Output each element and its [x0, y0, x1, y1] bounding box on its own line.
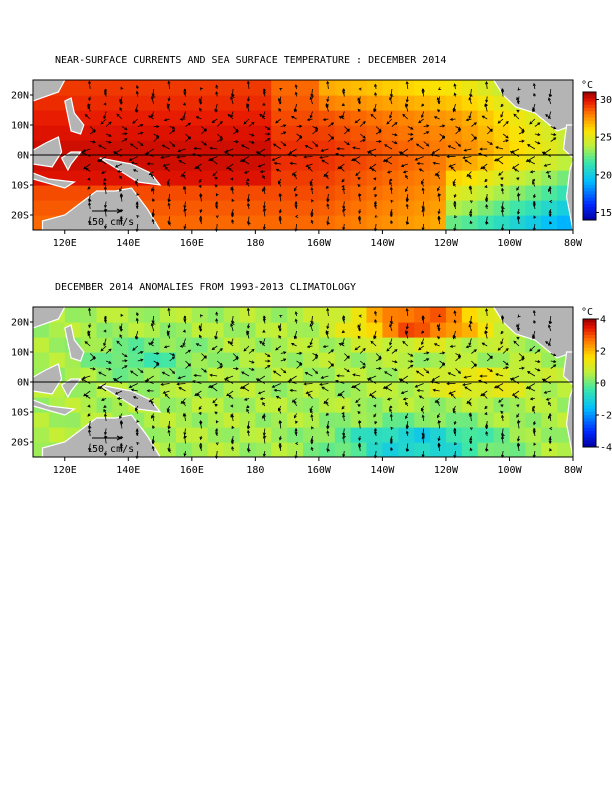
colorbar-unit: °C: [581, 80, 593, 91]
colorbar-tick-label: 25: [600, 133, 612, 144]
scale-label: 50 cm/s: [92, 217, 134, 228]
land-mass: [60, 151, 82, 172]
land-mass: [41, 414, 161, 457]
anomaly-map-panel: 20N 10N 0N 10S 20S 120E 140E 160E 180 160W 140W 120…: [11, 306, 612, 476]
land-mass: [33, 172, 77, 189]
longitude-label: 120E: [53, 238, 77, 249]
colorbar: [582, 91, 597, 221]
latitude-label: 10S: [11, 408, 29, 419]
land-mass: [565, 160, 573, 230]
colorbar-tick-label: 2: [600, 347, 606, 358]
colorbar: [582, 318, 597, 448]
longitude-label: 180: [246, 465, 264, 476]
colorbar-tick-label: 20: [600, 170, 612, 181]
colorbar-unit: °C: [581, 307, 593, 318]
longitude-label: 140E: [116, 465, 140, 476]
colorbar-tick-label: 4: [600, 315, 606, 326]
current-vectors: [81, 307, 557, 460]
longitude-label: 160W: [307, 465, 332, 476]
land-mass: [33, 363, 63, 395]
longitude-label: 160E: [180, 238, 204, 249]
latitude-label: 10N: [11, 348, 29, 359]
latitude-label: 20N: [11, 318, 29, 329]
longitude-label: 140W: [370, 465, 395, 476]
colorbar-tick-label: 15: [600, 208, 612, 219]
colorbar-tick-label: 0: [600, 379, 606, 390]
land-mass: [99, 384, 162, 413]
land-mass: [562, 124, 573, 159]
longitude-label: 140W: [370, 238, 395, 249]
land-mass: [33, 80, 66, 102]
land-mass: [64, 97, 85, 135]
colorbar-tick-label: -4: [600, 443, 612, 454]
sst-field: [33, 80, 573, 230]
longitude-label: 140E: [116, 238, 140, 249]
current-vectors: [81, 80, 557, 233]
latitude-label: 20S: [11, 438, 29, 449]
longitude-label: 180: [246, 238, 264, 249]
sst-map-panel: 20N 10N 0N 10S 20S 120E 140E 160E 180 160W 140W 120…: [11, 79, 612, 249]
land-mass: [562, 351, 573, 386]
latitude-label: 10S: [11, 181, 29, 192]
land-mass: [60, 378, 82, 399]
land-mass: [492, 80, 573, 132]
latitude-label: 20N: [11, 91, 29, 102]
land-mass: [565, 387, 573, 457]
land-mass: [492, 307, 573, 359]
land-mass: [99, 157, 162, 186]
longitude-label: 80W: [564, 465, 583, 476]
land-mass: [64, 324, 85, 362]
land-mass: [33, 307, 66, 329]
colorbar-tick-label: -2: [600, 411, 612, 422]
sst-panel-title: NEAR-SURFACE CURRENTS AND SEA SURFACE TE…: [55, 55, 447, 66]
longitude-label: 120E: [53, 465, 77, 476]
longitude-label: 120W: [434, 238, 459, 249]
scale-label: 50 cm/s: [92, 444, 134, 455]
latitude-label: 20S: [11, 211, 29, 222]
land-mass: [33, 399, 77, 416]
latitude-label: 0N: [17, 151, 29, 162]
longitude-label: 80W: [564, 238, 583, 249]
anomaly-field: [33, 307, 573, 457]
longitude-label: 100W: [497, 465, 522, 476]
land-mass: [41, 187, 161, 230]
latitude-label: 0N: [17, 378, 29, 389]
longitude-label: 160W: [307, 238, 332, 249]
longitude-label: 160E: [180, 465, 204, 476]
colorbar-tick-label: 30: [600, 95, 612, 106]
anomaly-panel-title: DECEMBER 2014 ANOMALIES FROM 1993-2013 C…: [55, 282, 357, 293]
latitude-label: 10N: [11, 121, 29, 132]
land-mass: [33, 136, 63, 168]
longitude-label: 100W: [497, 238, 522, 249]
longitude-label: 120W: [434, 465, 459, 476]
